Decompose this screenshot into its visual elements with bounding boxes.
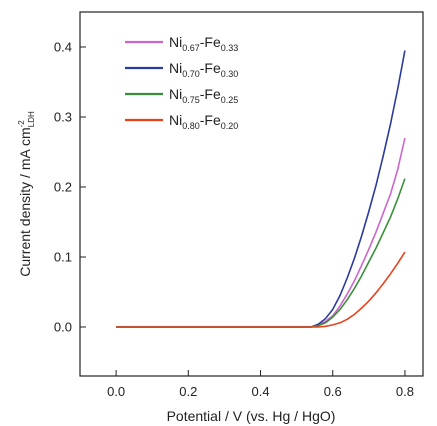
- x-tick-label: 0.4: [251, 384, 269, 399]
- series-line-2: [116, 50, 406, 328]
- legend-entry-subscript: 0.25: [221, 95, 239, 105]
- legend-entry-text: -Fe: [200, 34, 221, 50]
- y-tick-label: 0.3: [54, 110, 72, 125]
- x-tick-label: 0.8: [396, 384, 414, 399]
- legend-entry-text: Ni: [169, 34, 182, 50]
- legend-entry-subscript: 0.20: [221, 121, 239, 131]
- legend-entry-subscript: 0.70: [182, 69, 200, 79]
- y-axis-title-subscript: LDH: [27, 111, 36, 127]
- x-tick-label: 0.0: [107, 384, 125, 399]
- series-line-4: [116, 251, 406, 328]
- plot-frame: [79, 11, 424, 377]
- series-layer: [116, 50, 406, 328]
- y-axis-title-superscript: -2: [17, 120, 26, 128]
- legend-entry: Ni0.75-Fe0.25: [169, 86, 238, 105]
- legend-entry-text: -Fe: [200, 86, 221, 102]
- series-line-1: [116, 137, 406, 328]
- legend-entry-subscript: 0.75: [182, 95, 200, 105]
- legend-entry-subscript: 0.33: [221, 43, 239, 53]
- x-axis-ticks: 0.0 0.2 0.4 0.6 0.8: [107, 370, 414, 399]
- legend-entry: Ni0.80-Fe0.20: [169, 112, 238, 131]
- y-axis-title: Current density / mA cm-2LDH: [17, 111, 36, 277]
- x-axis-title: Potential / V (vs. Hg / HgO): [167, 408, 336, 424]
- legend-entry-text: -Fe: [200, 112, 221, 128]
- legend-entry-subscript: 0.80: [182, 121, 200, 131]
- legend-entry-text: Ni: [169, 86, 182, 102]
- legend-entry-subscript: 0.67: [182, 43, 200, 53]
- legend-entry-text: Ni: [169, 60, 182, 76]
- series-line-3: [116, 178, 406, 328]
- legend-entry-subscript: 0.30: [221, 69, 239, 79]
- legend-entry: Ni0.67-Fe0.33: [169, 34, 238, 53]
- x-tick-label: 0.6: [324, 384, 342, 399]
- x-tick-label: 0.2: [179, 384, 197, 399]
- y-tick-label: 0.4: [54, 40, 72, 55]
- y-axis-ticks: 0.0 0.1 0.2 0.3 0.4: [54, 40, 86, 335]
- y-tick-label: 0.0: [54, 320, 72, 335]
- legend-entry: Ni0.70-Fe0.30: [169, 60, 238, 79]
- legend-entry-text: -Fe: [200, 60, 221, 76]
- y-tick-label: 0.1: [54, 250, 72, 265]
- y-tick-label: 0.2: [54, 180, 72, 195]
- y-axis-title-main: Current density / mA cm: [17, 127, 33, 276]
- legend-entry-text: Ni: [169, 112, 182, 128]
- legend: Ni0.67-Fe0.33Ni0.70-Fe0.30Ni0.75-Fe0.25N…: [125, 34, 238, 131]
